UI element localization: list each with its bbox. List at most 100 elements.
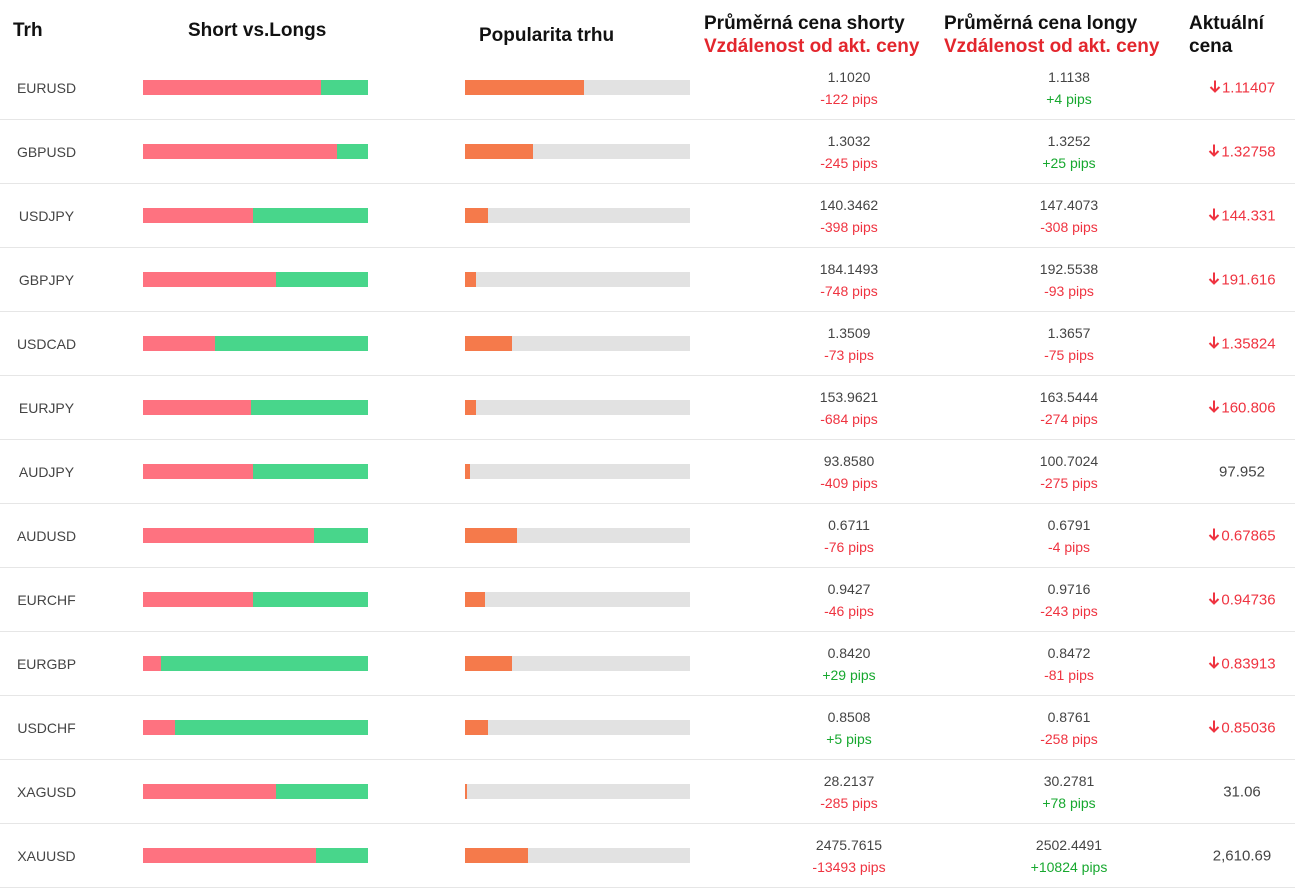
popularity-bar <box>465 335 690 351</box>
short-portion <box>143 847 317 863</box>
short-vs-long-bar <box>143 719 368 735</box>
current-price-value: 1.32758 <box>1221 143 1276 160</box>
popularity-fill <box>465 143 533 159</box>
market-pair[interactable]: EURJPY <box>18 399 75 416</box>
table-row[interactable]: EURGBP 0.8420 +29 pips 0.8472 -81 pips 0.8391… <box>0 632 1295 696</box>
avg-long-cell: 1.3252 +25 pips <box>969 130 1169 174</box>
table-row[interactable]: XAGUSD 28.2137 -285 pips 30.2781 +78 pips 31.… <box>0 760 1295 824</box>
current-price: 1.35824 <box>1189 335 1295 352</box>
table-header: Trh Short vs.Longs Popularita trhu Průmě… <box>0 0 1295 58</box>
popularity-bar <box>465 399 690 415</box>
current-price: 1.11407 <box>1189 80 1295 97</box>
market-pair[interactable]: EURUSD <box>16 80 77 96</box>
current-price: 144.331 <box>1189 207 1295 224</box>
table-row[interactable]: GBPUSD 1.3032 -245 pips 1.3252 +25 pips 1.327… <box>0 120 1295 184</box>
avg-short-price: 153.9621 <box>819 388 879 405</box>
popularity-bar <box>465 719 690 735</box>
avg-short-price: 140.3462 <box>819 196 879 213</box>
avg-long-distance: -274 pips <box>1040 410 1098 427</box>
avg-short-price: 93.8580 <box>823 452 875 469</box>
header-avg-long: Průměrná cena longy Vzdálenost od akt. c… <box>944 12 1159 58</box>
market-pair[interactable]: XAGUSD <box>16 783 77 800</box>
short-portion <box>143 719 175 735</box>
market-pair[interactable]: USDCHF <box>17 719 76 736</box>
market-pair[interactable]: AUDUSD <box>16 527 77 544</box>
short-portion <box>143 399 251 415</box>
avg-long-price: 147.4073 <box>1039 196 1099 213</box>
short-vs-long-bar <box>143 591 368 607</box>
current-price: 97.952 <box>1189 463 1295 480</box>
table-row[interactable]: EURJPY 153.9621 -684 pips 163.5444 -274 pips… <box>0 376 1295 440</box>
popularity-bar <box>465 463 690 479</box>
current-price: 160.806 <box>1189 399 1295 416</box>
current-price-value: 191.616 <box>1221 271 1276 288</box>
arrow-down-icon <box>1209 144 1220 157</box>
avg-short-distance: -73 pips <box>824 346 874 363</box>
current-price-value: 160.806 <box>1221 399 1276 416</box>
avg-short-distance: -13493 pips <box>812 858 886 875</box>
popularity-bar <box>465 207 690 223</box>
avg-long-distance: +10824 pips <box>1030 858 1108 875</box>
header-avg-short-distance: Vzdálenost od akt. ceny <box>704 36 920 57</box>
market-pair[interactable]: GBPUSD <box>16 143 77 160</box>
short-portion <box>143 271 276 287</box>
table-row[interactable]: USDJPY 140.3462 -398 pips 147.4073 -308 pips… <box>0 184 1295 248</box>
popularity-fill <box>465 783 468 799</box>
short-vs-long-bar <box>143 207 368 223</box>
popularity-fill <box>465 207 488 223</box>
header-popularity: Popularita trhu <box>479 25 615 46</box>
avg-long-cell: 192.5538 -93 pips <box>969 258 1169 302</box>
avg-short-cell: 0.9427 -46 pips <box>749 578 949 622</box>
avg-long-price: 1.3252 <box>1047 132 1091 149</box>
table-row[interactable]: AUDJPY 93.8580 -409 pips 100.7024 -275 pips 9… <box>0 440 1295 504</box>
short-portion <box>143 783 276 799</box>
popularity-bar <box>465 80 690 95</box>
header-avg-short-label: Průměrná cena shorty <box>704 13 905 34</box>
short-vs-long-bar <box>143 783 368 799</box>
table-row[interactable]: GBPJPY 184.1493 -748 pips 192.5538 -93 pips 1… <box>0 248 1295 312</box>
arrow-down-icon <box>1209 656 1220 669</box>
short-vs-long-bar <box>143 527 368 543</box>
arrow-down-icon <box>1209 80 1221 93</box>
short-portion <box>143 527 314 543</box>
table-row[interactable]: EURUSD 1.1020 -122 pips 1.1138 +4 pips 1.1140… <box>0 57 1295 120</box>
arrow-down-icon <box>1209 720 1220 733</box>
avg-long-price: 1.1138 <box>1048 69 1090 85</box>
market-pair[interactable]: AUDJPY <box>18 463 75 480</box>
avg-long-distance: -93 pips <box>1044 282 1094 299</box>
popularity-fill <box>465 399 477 415</box>
table-row[interactable]: USDCHF 0.8508 +5 pips 0.8761 -258 pips 0.8503… <box>0 696 1295 760</box>
popularity-fill <box>465 463 470 479</box>
popularity-fill <box>465 527 517 543</box>
short-portion <box>143 207 254 223</box>
popularity-bar <box>465 783 690 799</box>
market-pair[interactable]: EURCHF <box>17 591 76 608</box>
table-body: EURUSD 1.1020 -122 pips 1.1138 +4 pips 1.1140… <box>0 57 1295 888</box>
avg-short-cell: 1.3509 -73 pips <box>749 322 949 366</box>
arrow-down-icon <box>1209 400 1220 413</box>
market-pair[interactable]: EURGBP <box>16 655 77 672</box>
avg-short-cell: 0.8420 +29 pips <box>749 642 949 686</box>
table-row[interactable]: USDCAD 1.3509 -73 pips 1.3657 -75 pips 1.3582… <box>0 312 1295 376</box>
short-portion <box>143 143 337 159</box>
avg-long-cell: 0.8761 -258 pips <box>969 706 1169 750</box>
market-pair[interactable]: USDCAD <box>16 335 77 352</box>
short-portion <box>143 655 161 671</box>
popularity-fill <box>465 719 488 735</box>
table-row[interactable]: XAUUSD 2475.7615 -13493 pips 2502.4491 +1082… <box>0 824 1295 888</box>
short-portion <box>143 463 254 479</box>
current-price: 31.06 <box>1189 783 1295 800</box>
market-pair[interactable]: USDJPY <box>18 207 75 224</box>
market-pair[interactable]: XAUUSD <box>17 847 76 864</box>
current-price: 1.32758 <box>1189 143 1295 160</box>
popularity-fill <box>465 335 513 351</box>
market-pair[interactable]: GBPJPY <box>18 271 75 288</box>
short-portion <box>143 335 215 351</box>
avg-short-distance: +29 pips <box>822 666 876 683</box>
popularity-fill <box>465 655 513 671</box>
table-row[interactable]: EURCHF 0.9427 -46 pips 0.9716 -243 pips 0.947… <box>0 568 1295 632</box>
avg-long-distance: -275 pips <box>1040 474 1098 491</box>
avg-short-cell: 93.8580 -409 pips <box>749 450 949 494</box>
table-row[interactable]: AUDUSD 0.6711 -76 pips 0.6791 -4 pips 0.67865 <box>0 504 1295 568</box>
avg-long-price: 192.5538 <box>1039 260 1099 277</box>
